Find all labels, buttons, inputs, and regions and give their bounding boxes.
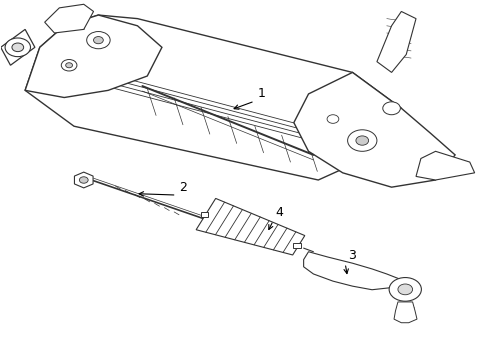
- Circle shape: [94, 37, 103, 44]
- Polygon shape: [196, 198, 305, 255]
- Text: 4: 4: [276, 206, 284, 220]
- Polygon shape: [74, 172, 93, 188]
- Text: 1: 1: [257, 87, 265, 100]
- Circle shape: [79, 177, 88, 183]
- Polygon shape: [394, 302, 417, 323]
- Circle shape: [5, 38, 30, 57]
- Polygon shape: [304, 252, 401, 290]
- Circle shape: [383, 102, 400, 115]
- Circle shape: [347, 130, 377, 151]
- Circle shape: [398, 284, 413, 295]
- Bar: [200, 212, 208, 217]
- Bar: [294, 243, 301, 248]
- Circle shape: [66, 63, 73, 68]
- Circle shape: [327, 115, 339, 123]
- Polygon shape: [294, 72, 455, 187]
- Polygon shape: [0, 30, 35, 65]
- Circle shape: [356, 136, 368, 145]
- Polygon shape: [25, 15, 401, 180]
- Polygon shape: [377, 12, 416, 72]
- Text: 2: 2: [179, 181, 187, 194]
- Polygon shape: [416, 151, 475, 180]
- Circle shape: [61, 59, 77, 71]
- Polygon shape: [45, 4, 94, 33]
- Circle shape: [389, 278, 421, 301]
- Polygon shape: [25, 15, 162, 98]
- Circle shape: [87, 32, 110, 49]
- Circle shape: [12, 43, 24, 51]
- Text: 3: 3: [347, 249, 355, 262]
